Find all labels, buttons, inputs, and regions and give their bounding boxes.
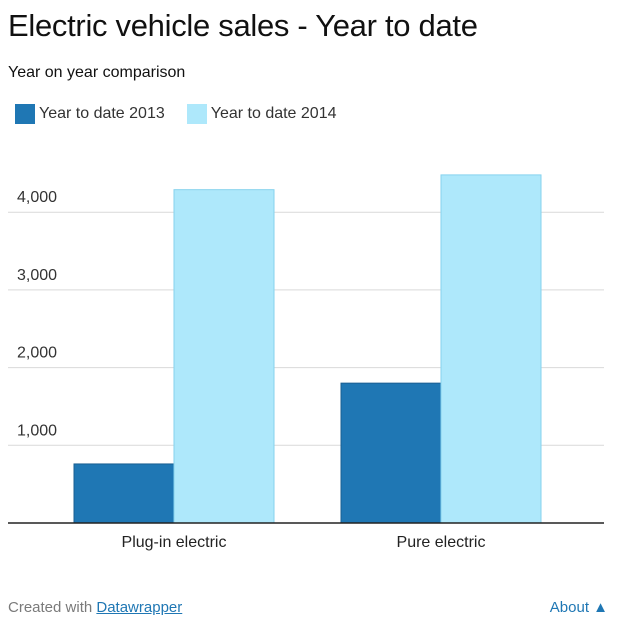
legend-swatch-2014 (186, 104, 207, 124)
y-tick-label: 3,000 (17, 267, 57, 284)
legend-label-2013: Year to date 2013 (39, 105, 165, 122)
x-category-label: Plug-in electric (122, 534, 227, 551)
legend-item-2014[interactable]: Year to date 2014 (186, 104, 337, 124)
footer-credit: Created with Datawrapper (8, 599, 182, 616)
chart-title: Electric vehicle sales - Year to date (8, 8, 478, 43)
x-category-label: Pure electric (397, 534, 486, 551)
bar-2014-plug-in-electric[interactable] (173, 189, 275, 524)
chart-subtitle: Year on year comparison (8, 64, 186, 81)
legend-label-2014: Year to date 2014 (210, 105, 337, 122)
y-tick-label: 1,000 (17, 422, 57, 439)
bar-2013-plug-in-electric[interactable] (73, 463, 175, 524)
bars (73, 174, 542, 524)
legend-item-2013[interactable]: Year to date 2013 (15, 104, 165, 124)
y-axis-ticks: 1,000 2,000 3,000 4,000 (17, 189, 57, 439)
bar-2013-pure-electric[interactable] (340, 382, 442, 524)
x-axis-labels: Plug-in electric Pure electric (122, 534, 486, 551)
datawrapper-link[interactable]: Datawrapper (96, 599, 183, 616)
about-button[interactable]: About ▲ (549, 599, 608, 616)
credit-prefix: Created with (8, 599, 97, 616)
y-tick-label: 4,000 (17, 189, 57, 206)
y-tick-label: 2,000 (17, 345, 57, 362)
bar-2014-pure-electric[interactable] (440, 174, 542, 524)
chart-legend: Year to date 2013 Year to date 2014 (15, 104, 359, 124)
legend-swatch-2013 (15, 104, 35, 124)
